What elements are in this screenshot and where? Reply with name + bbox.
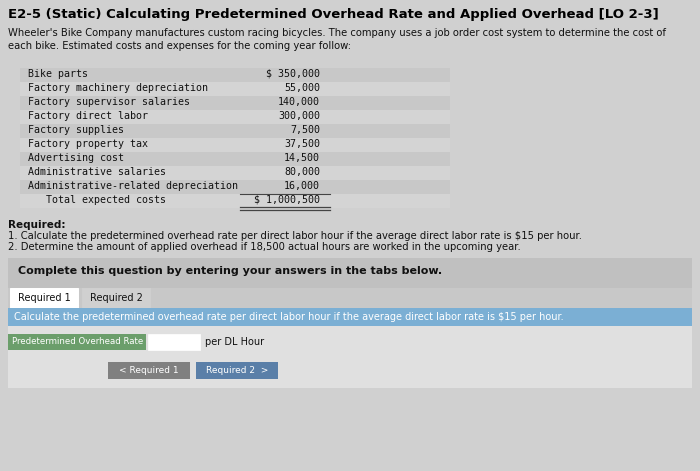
Text: Advertising cost: Advertising cost [28, 153, 124, 163]
Bar [148, 334, 200, 350]
Bar [20, 194, 450, 208]
Text: Calculate the predetermined overhead rate per direct labor hour if the average d: Calculate the predetermined overhead rat… [14, 312, 564, 322]
Bar [20, 110, 450, 124]
Text: 300,000: 300,000 [278, 111, 320, 121]
Text: 1. Calculate the predetermined overhead rate per direct labor hour if the averag: 1. Calculate the predetermined overhead … [8, 231, 582, 241]
Text: Factory supervisor salaries: Factory supervisor salaries [28, 97, 190, 107]
Text: Bike parts: Bike parts [28, 69, 88, 79]
Text: Required:: Required: [8, 220, 66, 230]
Text: Factory supplies: Factory supplies [28, 125, 124, 135]
Bar [10, 288, 78, 308]
Bar [20, 96, 450, 110]
Text: Administrative-related depreciation: Administrative-related depreciation [28, 181, 238, 191]
Bar [8, 308, 692, 326]
Text: Required 1: Required 1 [18, 293, 71, 303]
Text: 16,000: 16,000 [284, 181, 320, 191]
Bar [8, 334, 146, 350]
Bar [20, 166, 450, 180]
Bar [8, 288, 692, 308]
Text: $ 1,000,500: $ 1,000,500 [254, 195, 320, 205]
Text: Required 2: Required 2 [90, 293, 142, 303]
Text: Factory machinery depreciation: Factory machinery depreciation [28, 83, 208, 93]
Text: 14,500: 14,500 [284, 153, 320, 163]
Bar [8, 308, 692, 388]
Bar [20, 68, 450, 82]
Text: Factory direct labor: Factory direct labor [28, 111, 148, 121]
Text: Administrative salaries: Administrative salaries [28, 167, 166, 177]
Text: Predetermined Overhead Rate: Predetermined Overhead Rate [12, 338, 144, 347]
Bar [20, 180, 450, 194]
Bar [196, 362, 278, 379]
Bar [20, 124, 450, 138]
Bar [108, 362, 190, 379]
Text: 37,500: 37,500 [284, 139, 320, 149]
Text: Required 2  >: Required 2 > [206, 366, 268, 375]
Text: 55,000: 55,000 [284, 83, 320, 93]
Text: Total expected costs: Total expected costs [28, 195, 166, 205]
Bar [8, 258, 692, 388]
Text: Wheeler's Bike Company manufactures custom racing bicycles. The company uses a j: Wheeler's Bike Company manufactures cust… [8, 28, 666, 51]
Text: 140,000: 140,000 [278, 97, 320, 107]
Text: Factory property tax: Factory property tax [28, 139, 148, 149]
Text: 80,000: 80,000 [284, 167, 320, 177]
Text: < Required 1: < Required 1 [119, 366, 178, 375]
Text: 7,500: 7,500 [290, 125, 320, 135]
Bar [82, 288, 150, 308]
Text: E2-5 (Static) Calculating Predetermined Overhead Rate and Applied Overhead [LO 2: E2-5 (Static) Calculating Predetermined … [8, 8, 659, 21]
Text: per DL Hour: per DL Hour [205, 337, 264, 347]
Bar [20, 138, 450, 152]
Text: Complete this question by entering your answers in the tabs below.: Complete this question by entering your … [18, 266, 442, 276]
Bar [20, 152, 450, 166]
Text: 2. Determine the amount of applied overhead if 18,500 actual hours are worked in: 2. Determine the amount of applied overh… [8, 242, 521, 252]
Text: $ 350,000: $ 350,000 [266, 69, 320, 79]
Bar [20, 82, 450, 96]
